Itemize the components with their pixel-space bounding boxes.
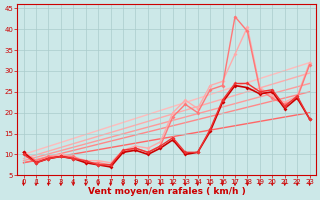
- X-axis label: Vent moyen/en rafales ( km/h ): Vent moyen/en rafales ( km/h ): [88, 187, 245, 196]
